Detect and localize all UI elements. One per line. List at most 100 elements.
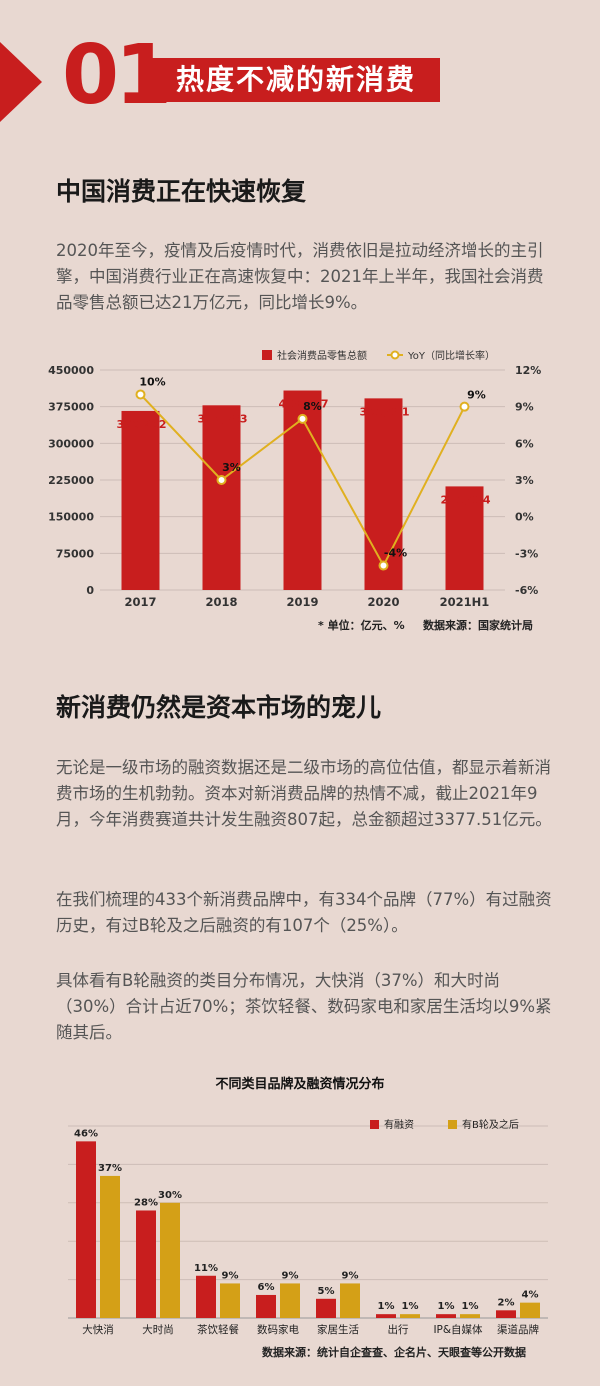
bar-value-label: 9% bbox=[342, 1270, 359, 1281]
y-tick-label: 225000 bbox=[48, 474, 94, 487]
x-tick-label: 2018 bbox=[205, 595, 237, 609]
bar bbox=[376, 1314, 396, 1318]
bar-value-label: 408,017 bbox=[278, 398, 328, 411]
x-tick-label: 2017 bbox=[124, 595, 156, 609]
bar bbox=[76, 1141, 96, 1318]
yoy-point bbox=[297, 413, 308, 424]
arrow-icon bbox=[0, 42, 42, 122]
heading-capital-market: 新消费仍然是资本市场的宠儿 bbox=[56, 693, 382, 722]
y-tick-label: 450000 bbox=[48, 364, 94, 377]
bar-value-label: 2% bbox=[498, 1297, 515, 1308]
y2-tick-label: 12% bbox=[515, 364, 541, 377]
x-tick-label: 数码家电 bbox=[257, 1323, 299, 1336]
bar-value-label: 4% bbox=[522, 1290, 539, 1301]
yoy-point bbox=[459, 401, 470, 412]
bar-value-label: 9% bbox=[222, 1270, 239, 1281]
bar-value-label: 30% bbox=[158, 1190, 182, 1201]
bar bbox=[202, 405, 241, 590]
x-tick-label: 大快消 bbox=[82, 1323, 114, 1336]
legend-label: 有融资 bbox=[384, 1118, 414, 1131]
legend-label: 有B轮及之后 bbox=[462, 1118, 519, 1131]
paragraph-intro: 2020年至今，疫情及后疫情时代，消费依旧是拉动经济增长的主引擎，中国消费行业正… bbox=[56, 241, 544, 312]
y2-tick-label: 6% bbox=[515, 437, 534, 450]
category-financing-chart: 不同类目品牌及融资情况分布 46% 37% 大快消 28%30% 大时尚 11% 9% 茶饮轻餐… bbox=[68, 1076, 548, 1336]
bar-value-label: 11% bbox=[194, 1263, 218, 1274]
bar bbox=[520, 1302, 540, 1318]
bar bbox=[436, 1314, 456, 1318]
y-tick-label: 0 bbox=[86, 584, 94, 597]
bar-value-label: 1% bbox=[438, 1301, 455, 1312]
x-tick-label: 大时尚 bbox=[142, 1323, 174, 1336]
yoy-point bbox=[378, 560, 389, 571]
yoy-value-label: 8% bbox=[303, 400, 322, 413]
chart1-unit-note: * 单位：亿元、% bbox=[318, 619, 405, 632]
x-tick-label: 家居生活 bbox=[317, 1323, 359, 1336]
y2-tick-label: -3% bbox=[515, 547, 538, 560]
yoy-value-label: -4% bbox=[384, 547, 407, 560]
x-tick-label: 茶饮轻餐 bbox=[197, 1323, 239, 1336]
bar-value-label: 1% bbox=[378, 1301, 395, 1312]
bar bbox=[196, 1275, 216, 1318]
x-tick-label: 2020 bbox=[367, 595, 399, 609]
yoy-value-label: 9% bbox=[467, 389, 486, 402]
x-tick-label: 2021H1 bbox=[440, 595, 490, 609]
paragraph-capital: 无论是一级市场的融资数据还是二级市场的高位估值，都显示着新消费市场的生机勃勃。资… bbox=[56, 758, 552, 829]
bar bbox=[280, 1283, 300, 1318]
y2-tick-label: -6% bbox=[515, 584, 538, 597]
bar bbox=[100, 1175, 120, 1318]
chart2-source: 数据来源：统计自企查查、企名片、天眼查等公开数据 bbox=[262, 1346, 526, 1359]
bar bbox=[220, 1283, 240, 1318]
bar-value-label: 377,783 bbox=[197, 412, 247, 425]
bar bbox=[340, 1283, 360, 1318]
paragraph-categories: 具体看有B轮融资的类目分布情况，大快消（37%）和大时尚（30%）合计占近70%… bbox=[56, 971, 552, 1042]
chart-title: 不同类目品牌及融资情况分布 bbox=[215, 1076, 384, 1092]
x-tick-label: 渠道品牌 bbox=[497, 1323, 539, 1336]
x-tick-label: 出行 bbox=[388, 1323, 409, 1336]
bar bbox=[496, 1310, 516, 1318]
y-tick-label: 375000 bbox=[48, 401, 94, 414]
section-title: 热度不减的新消费 bbox=[152, 58, 440, 102]
bar bbox=[460, 1314, 480, 1318]
bar-value-label: 28% bbox=[134, 1197, 158, 1208]
legend-label: 社会消费品零售总额 bbox=[277, 349, 367, 362]
bar bbox=[121, 410, 160, 590]
bar bbox=[400, 1314, 420, 1318]
legend-swatch bbox=[448, 1120, 457, 1129]
heading-consumption-recovery: 中国消费正在快速恢复 bbox=[56, 177, 307, 206]
bar-value-label: 211,904 bbox=[440, 493, 490, 506]
bar bbox=[160, 1202, 180, 1318]
chart1-source: 数据来源：国家统计局 bbox=[423, 619, 533, 632]
bar-value-label: 46% bbox=[74, 1128, 98, 1139]
yoy-value-label: 3% bbox=[222, 461, 241, 474]
legend-swatch bbox=[370, 1120, 379, 1129]
legend-swatch-bar bbox=[262, 350, 272, 360]
retail-sales-chart: 450000 375000 300000 225000 150000 75000 0 12% 9… bbox=[48, 349, 541, 609]
x-tick-label: 2019 bbox=[286, 595, 318, 609]
yoy-point bbox=[135, 389, 146, 400]
y-tick-label: 75000 bbox=[56, 547, 95, 560]
section-header: 01 热度不减的新消费 bbox=[0, 28, 600, 124]
bar bbox=[256, 1294, 276, 1318]
bar bbox=[364, 398, 403, 590]
y2-tick-label: 3% bbox=[515, 474, 534, 487]
y2-tick-label: 0% bbox=[515, 511, 534, 524]
bar-value-label: 9% bbox=[282, 1270, 299, 1281]
bar-value-label: 366,262 bbox=[116, 418, 166, 431]
yoy-value-label: 10% bbox=[139, 375, 165, 388]
paragraph-brands: 在我们梳理的433个新消费品牌中，有334个品牌（77%）有过融资历史，有过B轮… bbox=[56, 890, 552, 935]
bar-value-label: 1% bbox=[402, 1301, 419, 1312]
bar-value-label: 37% bbox=[98, 1163, 122, 1174]
legend-label: YoY（同比增长率） bbox=[407, 349, 495, 362]
bar-value-label: 1% bbox=[462, 1301, 479, 1312]
bar bbox=[316, 1298, 336, 1318]
y-tick-label: 300000 bbox=[48, 437, 94, 450]
y2-tick-label: 9% bbox=[515, 401, 534, 414]
yoy-point bbox=[216, 475, 227, 485]
legend-swatch-marker bbox=[390, 350, 400, 360]
bar bbox=[136, 1210, 156, 1318]
y-tick-label: 150000 bbox=[48, 511, 94, 524]
x-tick-label: IP&自媒体 bbox=[433, 1323, 483, 1336]
bar bbox=[445, 486, 484, 590]
bar-value-label: 5% bbox=[318, 1286, 335, 1297]
bar-value-label: 391,981 bbox=[359, 405, 409, 418]
